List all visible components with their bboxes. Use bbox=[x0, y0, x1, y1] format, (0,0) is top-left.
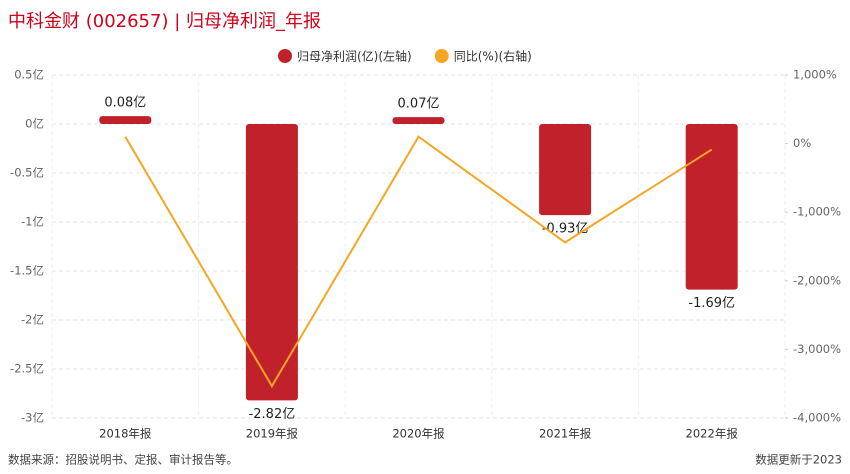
value-label: -0.93亿 bbox=[542, 222, 589, 237]
y-tick-label: -1亿 bbox=[21, 215, 44, 229]
y2-tick-label: 1,000% bbox=[793, 68, 837, 82]
y-tick-label: 0亿 bbox=[25, 117, 44, 131]
x-tick-label: 2019年报 bbox=[246, 427, 299, 441]
y2-tick-label: -2,000% bbox=[793, 273, 841, 287]
y2-tick-label: -3,000% bbox=[793, 342, 841, 356]
bar bbox=[245, 124, 298, 401]
bar bbox=[99, 116, 152, 124]
x-tick-label: 2018年报 bbox=[99, 427, 152, 441]
value-label: 0.07亿 bbox=[398, 97, 440, 112]
legend-label: 同比(%)(右轴) bbox=[454, 49, 532, 64]
y-tick-label: -2亿 bbox=[21, 313, 44, 327]
y-tick-label: 0.5亿 bbox=[14, 68, 44, 82]
x-tick-label: 2022年报 bbox=[686, 427, 739, 441]
update-note: 数据更新于2023 bbox=[755, 453, 842, 467]
value-label: -1.69亿 bbox=[688, 296, 735, 311]
y-tick-label: -1.5亿 bbox=[10, 264, 44, 278]
chart-title: 中科金财 (002657) | 归母净利润_年报 bbox=[8, 11, 321, 32]
line-series bbox=[124, 135, 713, 389]
legend-label: 归母净利润(亿)(左轴) bbox=[297, 49, 412, 64]
y-tick-label: -0.5亿 bbox=[10, 166, 44, 180]
bar bbox=[392, 117, 445, 124]
bar bbox=[539, 124, 592, 216]
y2-tick-label: -1,000% bbox=[793, 205, 841, 219]
y2-tick-label: -4,000% bbox=[793, 411, 841, 425]
legend-marker bbox=[278, 49, 292, 63]
y-tick-label: -3亿 bbox=[21, 411, 44, 425]
source-note: 数据来源：招股说明书、定报、审计报告等。 bbox=[8, 453, 238, 467]
value-label: -2.82亿 bbox=[249, 407, 296, 422]
x-tick-label: 2020年报 bbox=[392, 427, 445, 441]
x-tick-label: 2021年报 bbox=[539, 427, 592, 441]
y-tick-label: -2.5亿 bbox=[10, 362, 44, 376]
value-label: 0.08亿 bbox=[104, 96, 146, 111]
legend-marker bbox=[434, 49, 449, 63]
bar bbox=[685, 124, 738, 290]
y2-tick-label: 0% bbox=[793, 136, 811, 150]
